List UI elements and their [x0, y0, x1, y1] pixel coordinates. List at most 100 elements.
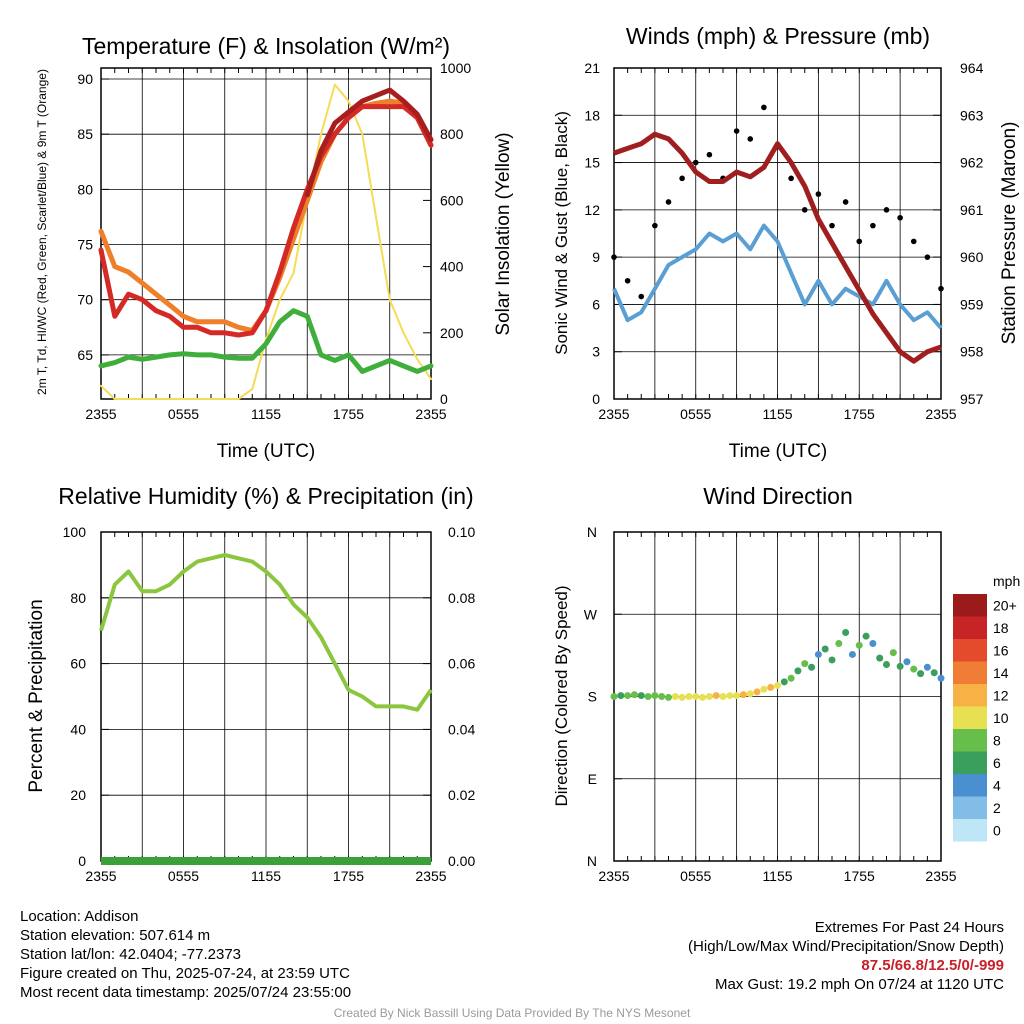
dir-point — [896, 662, 904, 670]
wind-y2tick-label: 960 — [960, 249, 984, 265]
dir-legend-swatch — [953, 796, 987, 819]
rh-xtick-label: 1155 — [251, 868, 281, 884]
dir-point — [651, 692, 659, 700]
wind-gust-point — [761, 104, 767, 111]
wind-xtick-label: 2355 — [925, 406, 956, 422]
wind-gust-point — [801, 207, 808, 213]
wind-ytick-label: 12 — [584, 202, 600, 218]
extremes-values: 87.5/66.8/12.5/0/-999 — [861, 957, 1004, 974]
dir-legend-title: mph — [993, 573, 1020, 589]
temp-ytick-label: 70 — [77, 292, 93, 308]
temp-ytick-label: 90 — [77, 71, 93, 87]
rh-y2tick-label: 0.06 — [448, 656, 475, 672]
wind-gust-point — [856, 238, 863, 245]
dir-legend-label: 6 — [993, 755, 1001, 771]
temp-y2tick-label: 800 — [440, 126, 464, 142]
wind-gust-point — [910, 238, 917, 245]
dir-point — [814, 650, 822, 658]
dir-legend-label: 2 — [993, 800, 1001, 816]
dir-ytick-label: N — [587, 853, 597, 869]
wind-gust-point — [897, 214, 903, 221]
wind-gust-point — [924, 254, 931, 260]
rh-y2tick-label: 0.10 — [448, 524, 475, 540]
wind-gust-point — [788, 175, 794, 182]
wind-title: Winds (mph) & Pressure (mb) — [626, 23, 930, 49]
wind-y2tick-label: 964 — [960, 60, 984, 76]
temp-xtick-label: 0555 — [168, 406, 199, 422]
max-gust-label: Max Gust: 19.2 mph On 07/24 at 1120 UTC — [714, 976, 1004, 993]
extremes-fields: (High/Low/Max Wind/Precipitation/Snow De… — [688, 938, 1004, 955]
dir-point — [685, 693, 693, 700]
temp-series-green — [98, 308, 434, 374]
dir-point — [801, 660, 809, 668]
dir-point — [637, 692, 645, 700]
dir-point — [644, 693, 652, 700]
wind-ylabel: Sonic Wind & Gust (Blue, Black) — [552, 111, 571, 355]
latlon-label: Station lat/lon: 42.0404; -77.2373 — [20, 946, 242, 963]
dir-point — [726, 692, 734, 700]
wind-series-blue — [612, 223, 943, 330]
dir-point — [753, 688, 761, 696]
wind-gust-point — [842, 199, 849, 205]
wind-ytick-label: 3 — [592, 344, 600, 360]
dir-point — [774, 682, 781, 690]
temp-ytick-label: 85 — [77, 126, 93, 142]
dir-xtick-label: 2355 — [598, 868, 629, 884]
dir-ytick-label: W — [584, 606, 598, 622]
dir-point — [617, 692, 625, 700]
dir-point — [794, 667, 802, 675]
temp-y2tick-label: 400 — [440, 259, 464, 275]
dir-point — [678, 693, 686, 701]
dir-point — [842, 629, 850, 637]
dir-point — [903, 658, 911, 666]
wind-ytick-label: 6 — [592, 296, 600, 312]
dir-ytick-label: E — [588, 771, 597, 787]
wind-gust-point — [652, 222, 658, 229]
dir-point — [910, 665, 918, 673]
dir-point — [746, 690, 754, 698]
dir-point — [705, 693, 713, 700]
dir-point — [848, 650, 856, 658]
temp-xtick-label: 1755 — [333, 406, 364, 422]
wind-gust-point — [706, 151, 713, 158]
temp-xtick-label: 2355 — [85, 406, 116, 422]
wind-y2tick-label: 957 — [960, 391, 984, 407]
dir-legend-label: 12 — [993, 687, 1009, 703]
wind-gust-point — [938, 285, 944, 292]
dir-point — [889, 649, 897, 657]
dir-point — [835, 639, 843, 647]
wind-xtick-label: 0555 — [680, 406, 711, 422]
temp-ylabel: 2m T, Td, HI/WC (Red, Green, Scarlet/Blu… — [35, 69, 49, 395]
dir-xtick-label: 0555 — [680, 868, 711, 884]
wind-xtick-label: 1155 — [762, 406, 792, 422]
dir-point — [862, 632, 870, 640]
dir-point — [923, 663, 931, 671]
dir-point — [610, 693, 618, 700]
dir-point — [719, 693, 727, 700]
temp-ytick-label: 80 — [77, 181, 93, 197]
dir-point — [699, 693, 707, 701]
dir-point — [869, 639, 877, 647]
rh-xtick-label: 1755 — [333, 868, 364, 884]
dir-legend-swatch — [953, 751, 987, 774]
wind-gust-point — [665, 199, 672, 205]
wind-gust-point — [815, 191, 822, 197]
rh-ytick-label: 40 — [70, 721, 86, 737]
dir-legend-swatch — [953, 594, 987, 617]
dir-point — [658, 693, 666, 700]
elevation-label: Station elevation: 507.614 m — [20, 927, 211, 944]
dir-legend-label: 18 — [993, 620, 1009, 636]
rh-ytick-label: 0 — [78, 853, 86, 869]
dir-legend-swatch — [953, 819, 987, 842]
dir-xtick-label: 1755 — [844, 868, 875, 884]
dir-legend-label: 0 — [993, 822, 1001, 838]
dir-point — [712, 692, 720, 700]
rh-xtick-label: 0555 — [168, 868, 199, 884]
dir-point — [733, 692, 741, 700]
rh-ytick-label: 100 — [63, 524, 87, 540]
wind-ytick-label: 15 — [584, 155, 600, 171]
temp-y2label: Solar Insolation (Yellow) — [493, 132, 514, 335]
temp-xlabel: Time (UTC) — [217, 441, 316, 462]
dir-point — [739, 691, 747, 699]
